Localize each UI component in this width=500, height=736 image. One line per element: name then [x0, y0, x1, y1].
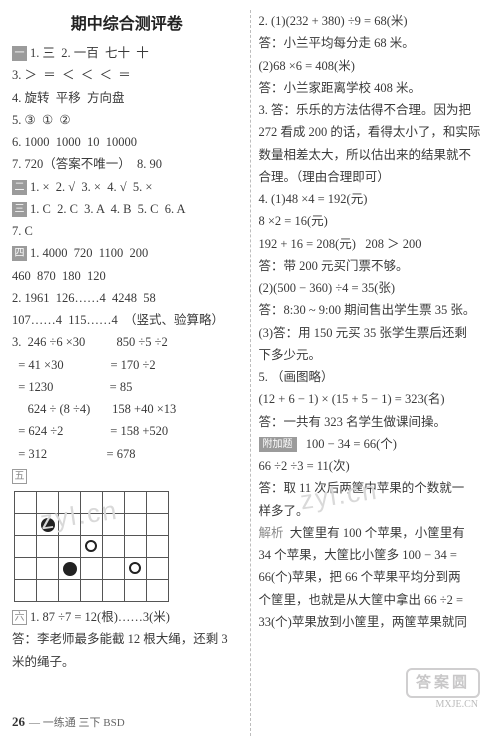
- text: 33(个)苹果放到小筐里，两筐苹果就同: [259, 611, 489, 633]
- page: 期中综合测评卷 一1. 三 2. 一百 七十 十 3. ＞ ＝ ＜ ＜ ＜ ＝ …: [0, 0, 500, 736]
- section-marker-2: 二: [12, 180, 27, 195]
- grid-table: [14, 491, 169, 602]
- section-marker-6: 六: [12, 610, 27, 625]
- sect-1-line: 一1. 三 2. 一百 七十 十: [12, 42, 242, 64]
- text: 272 看成 200 的话，看得太小了，和实际: [259, 121, 489, 143]
- text: (2)(500 − 360) ÷4 = 35(张): [259, 277, 489, 299]
- text: (2)68 ×6 = 408(米): [259, 55, 489, 77]
- text: 7. C: [12, 220, 242, 242]
- sect-2-line: 二1. × 2. √ 3. × 4. √ 5. ×: [12, 176, 242, 198]
- sect-5-line: 五: [12, 465, 242, 487]
- text: 66(个)苹果，把 66 个苹果平均分到两: [259, 566, 489, 588]
- text: 大筐里有 100 个苹果，小筐里有: [284, 526, 465, 540]
- footer-text: — 一练通 三下 BSD: [29, 714, 125, 730]
- stamp-sub: MXJE.CN: [435, 699, 478, 710]
- text: = 624 ÷2 = 158 +520: [12, 420, 242, 442]
- text: 624 ÷ (8 ÷4) 158 +40 ×13: [12, 398, 242, 420]
- text: 2. 1961 126……4 4248 58: [12, 287, 242, 309]
- text: 1. C 2. C 3. A 4. B 5. C 6. A: [30, 202, 186, 216]
- text: 米的绳子。: [12, 651, 242, 673]
- text: 4. 旋转 平移 方向盘: [12, 87, 242, 109]
- footer: 26 — 一练通 三下 BSD: [12, 714, 125, 730]
- text: 答：8:30 ~ 9:00 期间售出学生票 35 张。: [259, 299, 489, 321]
- text: = 312 = 678: [12, 443, 242, 465]
- sect-4-line: 四1. 4000 720 1100 200: [12, 242, 242, 264]
- text: 34 个苹果，大筐比小筐多 100 − 34 =: [259, 544, 489, 566]
- text: 合理。（理由合理即可）: [259, 166, 489, 188]
- text: 2. (1)(232 + 380) ÷9 = 68(米): [259, 10, 489, 32]
- text: 5. （画图略）: [259, 366, 489, 388]
- text: 6. 1000 1000 10 10000: [12, 131, 242, 153]
- text: 数量相差太大，所以估出来的结果就不: [259, 144, 489, 166]
- text: 3. 246 ÷6 ×30 850 ÷5 ÷2: [12, 331, 242, 353]
- text: 100 − 34 = 66(个): [300, 437, 397, 451]
- text: 下多少元。: [259, 344, 489, 366]
- bonus-marker: 附加题: [259, 437, 297, 452]
- text: 4. (1)48 ×4 = 192(元): [259, 188, 489, 210]
- page-number: 26: [12, 714, 25, 730]
- text: 1. 三 2. 一百 七十 十: [30, 46, 149, 60]
- sect-6-line: 六1. 87 ÷7 = 12(根)……3(米): [12, 606, 242, 628]
- text: 460 870 180 120: [12, 265, 242, 287]
- text: 192 + 16 = 208(元) 208 ＞ 200: [259, 233, 489, 255]
- section-marker-5: 五: [12, 469, 27, 484]
- section-marker-1: 一: [12, 46, 27, 61]
- text: = 1230 = 85: [12, 376, 242, 398]
- text: 答：取 11 次后两筐中苹果的个数就一: [259, 477, 489, 499]
- text: 66 ÷2 ÷3 = 11(次): [259, 455, 489, 477]
- answer-stamp: 答案圆: [406, 668, 480, 698]
- text: 1. 87 ÷7 = 12(根)……3(米): [30, 610, 170, 624]
- text: 答：小兰平均每分走 68 米。: [259, 32, 489, 54]
- explain-line: 解析 大筐里有 100 个苹果，小筐里有: [259, 522, 489, 544]
- text: 3. 答：乐乐的方法估得不合理。因为把: [259, 99, 489, 121]
- text: (12 + 6 − 1) × (15 + 5 − 1) = 323(名): [259, 388, 489, 410]
- grid-figure: [14, 491, 242, 602]
- left-column: 期中综合测评卷 一1. 三 2. 一百 七十 十 3. ＞ ＝ ＜ ＜ ＜ ＝ …: [12, 10, 251, 736]
- text: 1. × 2. √ 3. × 4. √ 5. ×: [30, 180, 152, 194]
- text: 107……4 115……4 （竖式、验算略）: [12, 309, 242, 331]
- text: 8 ×2 = 16(元): [259, 210, 489, 232]
- text: 1. 4000 720 1100 200: [30, 246, 148, 260]
- text: 样多了。: [259, 500, 489, 522]
- page-title: 期中综合测评卷: [12, 10, 242, 34]
- right-column: 2. (1)(232 + 380) ÷9 = 68(米) 答：小兰平均每分走 6…: [251, 10, 489, 736]
- text: 答：李老师最多能截 12 根大绳，还剩 3: [12, 628, 242, 650]
- text: 3. ＞ ＝ ＜ ＜ ＜ ＝: [12, 64, 242, 86]
- text: (3)答：用 150 元买 35 张学生票后还剩: [259, 322, 489, 344]
- sect-3-line: 三1. C 2. C 3. A 4. B 5. C 6. A: [12, 198, 242, 220]
- text: 答：小兰家距离学校 408 米。: [259, 77, 489, 99]
- text: 5. ③ ① ②: [12, 109, 242, 131]
- section-marker-3: 三: [12, 202, 27, 217]
- explain-label: 解析: [259, 526, 284, 540]
- text: 答：一共有 323 名学生做课间操。: [259, 411, 489, 433]
- text: 个筐里，也就是从大筐中拿出 66 ÷2 =: [259, 589, 489, 611]
- section-marker-4: 四: [12, 246, 27, 261]
- text: 答：带 200 元买门票不够。: [259, 255, 489, 277]
- bonus-line: 附加题 100 − 34 = 66(个): [259, 433, 489, 455]
- text: 7. 720（答案不唯一） 8. 90: [12, 153, 242, 175]
- text: = 41 ×30 = 170 ÷2: [12, 354, 242, 376]
